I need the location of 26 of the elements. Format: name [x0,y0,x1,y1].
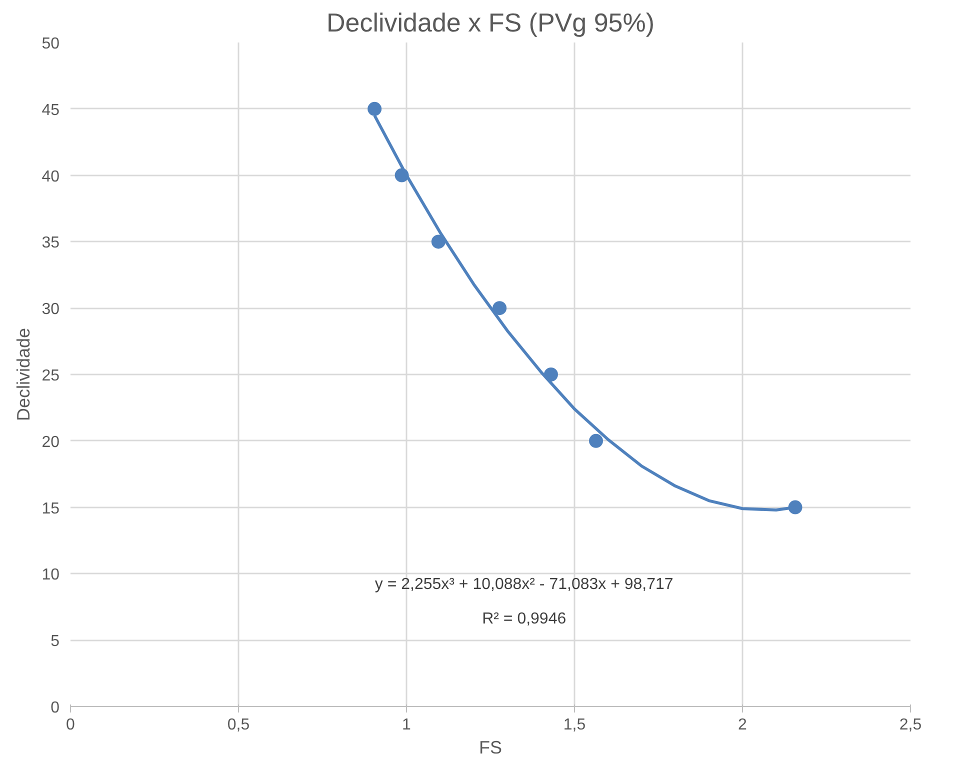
x-tick-label: 2,5 [899,716,922,734]
y-tick-label: 45 [42,102,60,119]
point [492,301,507,316]
point [368,102,382,116]
y-axis-title: Declividade [14,328,34,422]
annotation: y = 2,255x³ + 10,088x² - 71,083x + 98,717 [374,576,674,593]
y-tick-label: 25 [42,368,60,384]
y-tick-label: 15 [42,500,60,518]
y-tick-label: 10 [42,566,60,584]
chart-title: Declividade x FS (PVg 95%) [326,8,655,38]
x-tick-label: 2 [738,716,748,734]
y-tick-label: 30 [42,301,60,318]
y-tick-label: 0 [50,700,60,716]
annotation: R² = 0,9946 [482,610,566,628]
x-tick-label: 1,5 [563,716,586,734]
y-tick-label: 5 [50,633,60,650]
y-tick-label: 40 [42,168,60,186]
point [431,234,446,249]
x-tick-label: 0,5 [227,716,250,734]
x-tick-label: 1 [402,716,412,734]
y-tick-label: 50 [42,36,60,52]
point [589,434,604,448]
y-tick-label: 20 [42,434,60,451]
x-axis-title: FS [479,738,502,758]
x-tick-label: 0 [66,716,76,734]
y-tick-label: 35 [42,234,60,252]
